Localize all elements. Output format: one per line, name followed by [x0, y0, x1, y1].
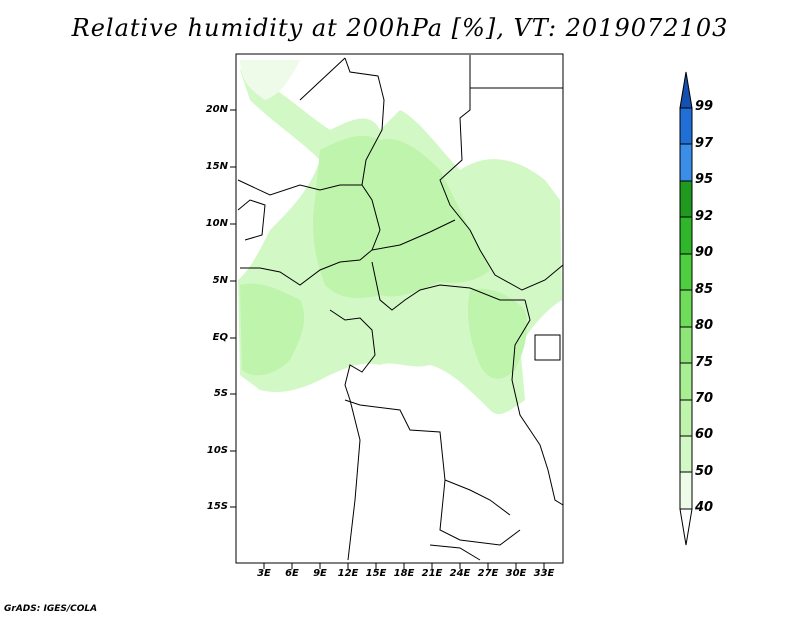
colorbar-label: 40 — [695, 500, 714, 515]
lat-label: 15N — [205, 161, 228, 172]
lon-label: 9E — [313, 568, 327, 579]
lon-ticks — [263, 563, 545, 569]
colorbar-segment — [679, 326, 693, 364]
colorbar-label: 95 — [695, 172, 714, 187]
colorbar-segment — [679, 471, 693, 510]
colorbar-label: 75 — [695, 355, 714, 370]
lon-label: 15E — [365, 568, 387, 579]
lon-label: 12E — [337, 568, 359, 579]
colorbar-label: 85 — [695, 282, 714, 297]
lon-label: 33E — [533, 568, 555, 579]
lon-label: 30E — [505, 568, 527, 579]
lat-label: 20N — [205, 104, 228, 115]
colorbar-label: 92 — [695, 209, 714, 224]
colorbar-segment — [679, 289, 693, 328]
lon-label: 6E — [285, 568, 299, 579]
lat-label: EQ — [212, 332, 228, 343]
colorbar-top-arrow — [679, 71, 693, 109]
lat-ticks — [230, 109, 236, 508]
colorbar-segment — [679, 107, 693, 145]
colorbar-segment — [679, 216, 693, 255]
lon-label: 24E — [449, 568, 471, 579]
lat-label: 5S — [213, 388, 228, 399]
lon-label: 3E — [257, 568, 271, 579]
country-borders — [237, 55, 564, 561]
colorbar-segment — [679, 143, 693, 182]
humidity-area-southeast — [467, 288, 527, 379]
humidity-area-top — [240, 60, 300, 100]
colorbar-label: 97 — [695, 136, 714, 151]
colorbar-segment — [679, 180, 693, 218]
humidity-area-west — [240, 283, 305, 376]
lon-label: 27E — [477, 568, 499, 579]
colorbar-segment — [679, 253, 693, 291]
grads-credit: GrADS: IGES/COLA — [4, 604, 98, 614]
lat-label: 10S — [206, 445, 228, 456]
colorbar-label: 90 — [695, 245, 714, 260]
colorbar-label: 99 — [695, 99, 714, 114]
colorbar-segment — [679, 399, 693, 437]
colorbar-segment — [679, 362, 693, 401]
lat-label: 15S — [206, 501, 228, 512]
colorbar-label: 50 — [695, 464, 714, 479]
colorbar-label: 60 — [695, 427, 714, 442]
colorbar-bottom-arrow — [679, 508, 693, 546]
colorbar — [679, 71, 693, 546]
chart-title: Relative humidity at 200hPa [%], VT: 201… — [71, 14, 729, 42]
colorbar-segment — [679, 435, 693, 473]
colorbar-label: 70 — [695, 391, 714, 406]
colorbar-label: 80 — [695, 318, 714, 333]
lon-label: 18E — [393, 568, 415, 579]
lat-label: 5N — [212, 275, 228, 286]
humidity-area-core — [313, 135, 490, 298]
map-frame — [235, 53, 564, 564]
humidity-shading — [238, 60, 562, 415]
lon-label: 21E — [421, 568, 443, 579]
lat-label: 10N — [205, 218, 228, 229]
